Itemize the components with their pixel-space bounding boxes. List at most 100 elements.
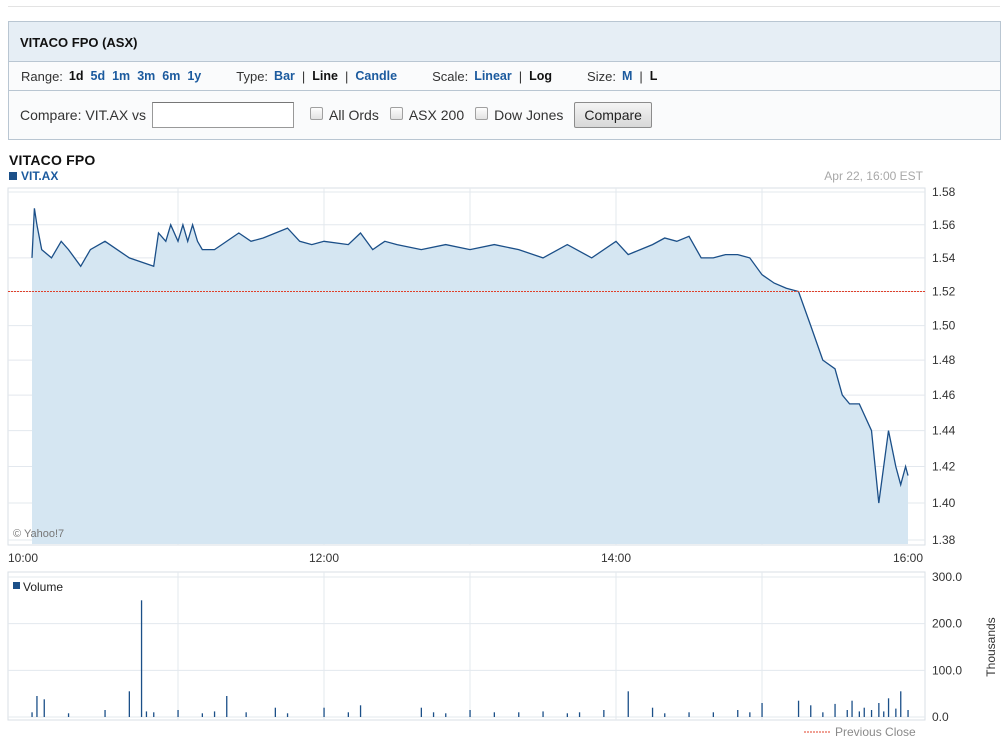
- price-area-fill: [32, 208, 908, 545]
- volume-bar: [907, 710, 909, 717]
- volume-swatch-icon: [13, 582, 20, 589]
- scale-label: Scale:: [432, 68, 469, 84]
- checkbox-icon[interactable]: [310, 107, 324, 120]
- volume-bar: [603, 710, 605, 717]
- range-label: Range:: [21, 68, 63, 84]
- volume-bar: [810, 705, 812, 717]
- compare-bar: Compare: VIT.AX vs All Ords ASX 200 Dow …: [8, 90, 1001, 140]
- volume-bar: [627, 691, 629, 717]
- volume-bar: [432, 712, 435, 717]
- price-area: [8, 208, 925, 545]
- time-tick-label: 16:00: [893, 551, 923, 565]
- previous-close-legend: Previous Close: [835, 725, 916, 739]
- size-l[interactable]: L: [649, 69, 658, 83]
- chart-title: VITACO FPO: [9, 152, 96, 168]
- volume-bars: [31, 600, 909, 717]
- price-line: [31, 208, 909, 504]
- type-bar[interactable]: Bar: [274, 69, 295, 83]
- range-1d[interactable]: 1d: [68, 69, 84, 83]
- range-5d[interactable]: 5d: [90, 69, 106, 83]
- volume-bar: [542, 711, 544, 717]
- volume-bar: [851, 700, 853, 717]
- compare-button[interactable]: Compare: [574, 102, 652, 128]
- time-tick-label: 12:00: [309, 551, 339, 565]
- checkbox-icon[interactable]: [475, 107, 489, 120]
- volume-bar: [286, 713, 289, 717]
- volume-bar: [201, 713, 203, 717]
- type-line[interactable]: Line: [312, 69, 338, 83]
- chart-symbol-label: VIT.AX: [21, 169, 59, 183]
- scale-linear[interactable]: Linear: [474, 69, 512, 83]
- range-1m[interactable]: 1m: [112, 69, 131, 83]
- price-tick-label: 1.50: [932, 319, 956, 333]
- volume-bar: [761, 703, 763, 717]
- volume-bar: [36, 696, 38, 717]
- volume-bar: [895, 708, 897, 717]
- volume-bar: [274, 707, 276, 717]
- separator: |: [301, 68, 306, 84]
- volume-bar: [493, 712, 495, 717]
- chart-symbol[interactable]: VIT.AX: [9, 169, 58, 183]
- size-m[interactable]: M: [621, 69, 633, 83]
- checkbox-icon[interactable]: [389, 107, 403, 120]
- checkbox-all-ords[interactable]: All Ords: [310, 107, 379, 123]
- volume-axis-title: Thousands: [984, 617, 998, 676]
- range-6m[interactable]: 6m: [162, 69, 181, 83]
- scale-group: Scale: Linear | Log: [432, 69, 559, 84]
- checkbox-asx-200[interactable]: ASX 200: [389, 107, 464, 123]
- volume-bar: [651, 707, 654, 717]
- yahoo-watermark: © Yahoo!7: [13, 528, 64, 540]
- volume-bar: [870, 710, 873, 717]
- compare-symbol-input[interactable]: [152, 102, 295, 128]
- separator: |: [518, 68, 523, 84]
- checkbox-dow-jones[interactable]: Dow Jones: [475, 107, 563, 123]
- range-3m[interactable]: 3m: [137, 69, 156, 83]
- separator: |: [344, 68, 349, 84]
- volume-label: Volume: [23, 580, 63, 594]
- volume-bar: [104, 710, 106, 717]
- volume-tick-label: 100.0: [932, 663, 962, 677]
- volume-tick-label: 200.0: [932, 617, 962, 631]
- volume-bar: [359, 705, 362, 717]
- price-tick-label: 1.58: [932, 185, 956, 199]
- volume-tick-label: 0.0: [932, 710, 949, 724]
- volume-plot-frame: [7, 571, 926, 721]
- volume-bar: [145, 711, 148, 717]
- volume-bar: [688, 712, 690, 717]
- quote-title-bar: VITACO FPO (ASX): [8, 21, 1001, 62]
- volume-bar: [883, 711, 885, 717]
- volume-bar: [347, 712, 349, 717]
- volume-bar: [140, 600, 143, 717]
- volume-bar: [863, 707, 865, 717]
- volume-bar: [566, 713, 568, 717]
- price-tick-label: 1.40: [932, 496, 956, 510]
- volume-bar: [177, 710, 179, 717]
- volume-bar: [213, 711, 216, 717]
- volume-bar: [887, 698, 890, 717]
- volume-bar: [858, 711, 860, 717]
- price-tick-label: 1.38: [932, 533, 956, 547]
- volume-bar: [323, 707, 325, 717]
- volume-bar: [749, 712, 751, 717]
- price-tick-label: 1.52: [932, 285, 956, 299]
- type-label: Type:: [236, 68, 269, 84]
- range-group: Range: 1d 5d 1m 3m 6m 1y: [21, 69, 208, 84]
- volume-bar: [67, 713, 70, 717]
- checkbox-label: Dow Jones: [494, 107, 564, 123]
- volume-bar: [797, 700, 800, 717]
- volume-bar: [834, 703, 836, 717]
- type-candle[interactable]: Candle: [355, 69, 398, 83]
- volume-bar: [226, 696, 228, 717]
- volume-bar: [31, 712, 33, 717]
- checkbox-label: All Ords: [329, 107, 379, 123]
- compare-label: Compare: VIT.AX vs: [20, 107, 147, 123]
- volume-bar: [128, 691, 130, 717]
- volume-bar: [900, 691, 902, 717]
- price-tick-label: 1.48: [932, 353, 956, 367]
- price-tick-label: 1.46: [932, 388, 956, 402]
- volume-bar: [846, 710, 848, 717]
- range-1y[interactable]: 1y: [187, 69, 202, 83]
- volume-bar: [712, 712, 714, 717]
- scale-log[interactable]: Log: [529, 69, 553, 83]
